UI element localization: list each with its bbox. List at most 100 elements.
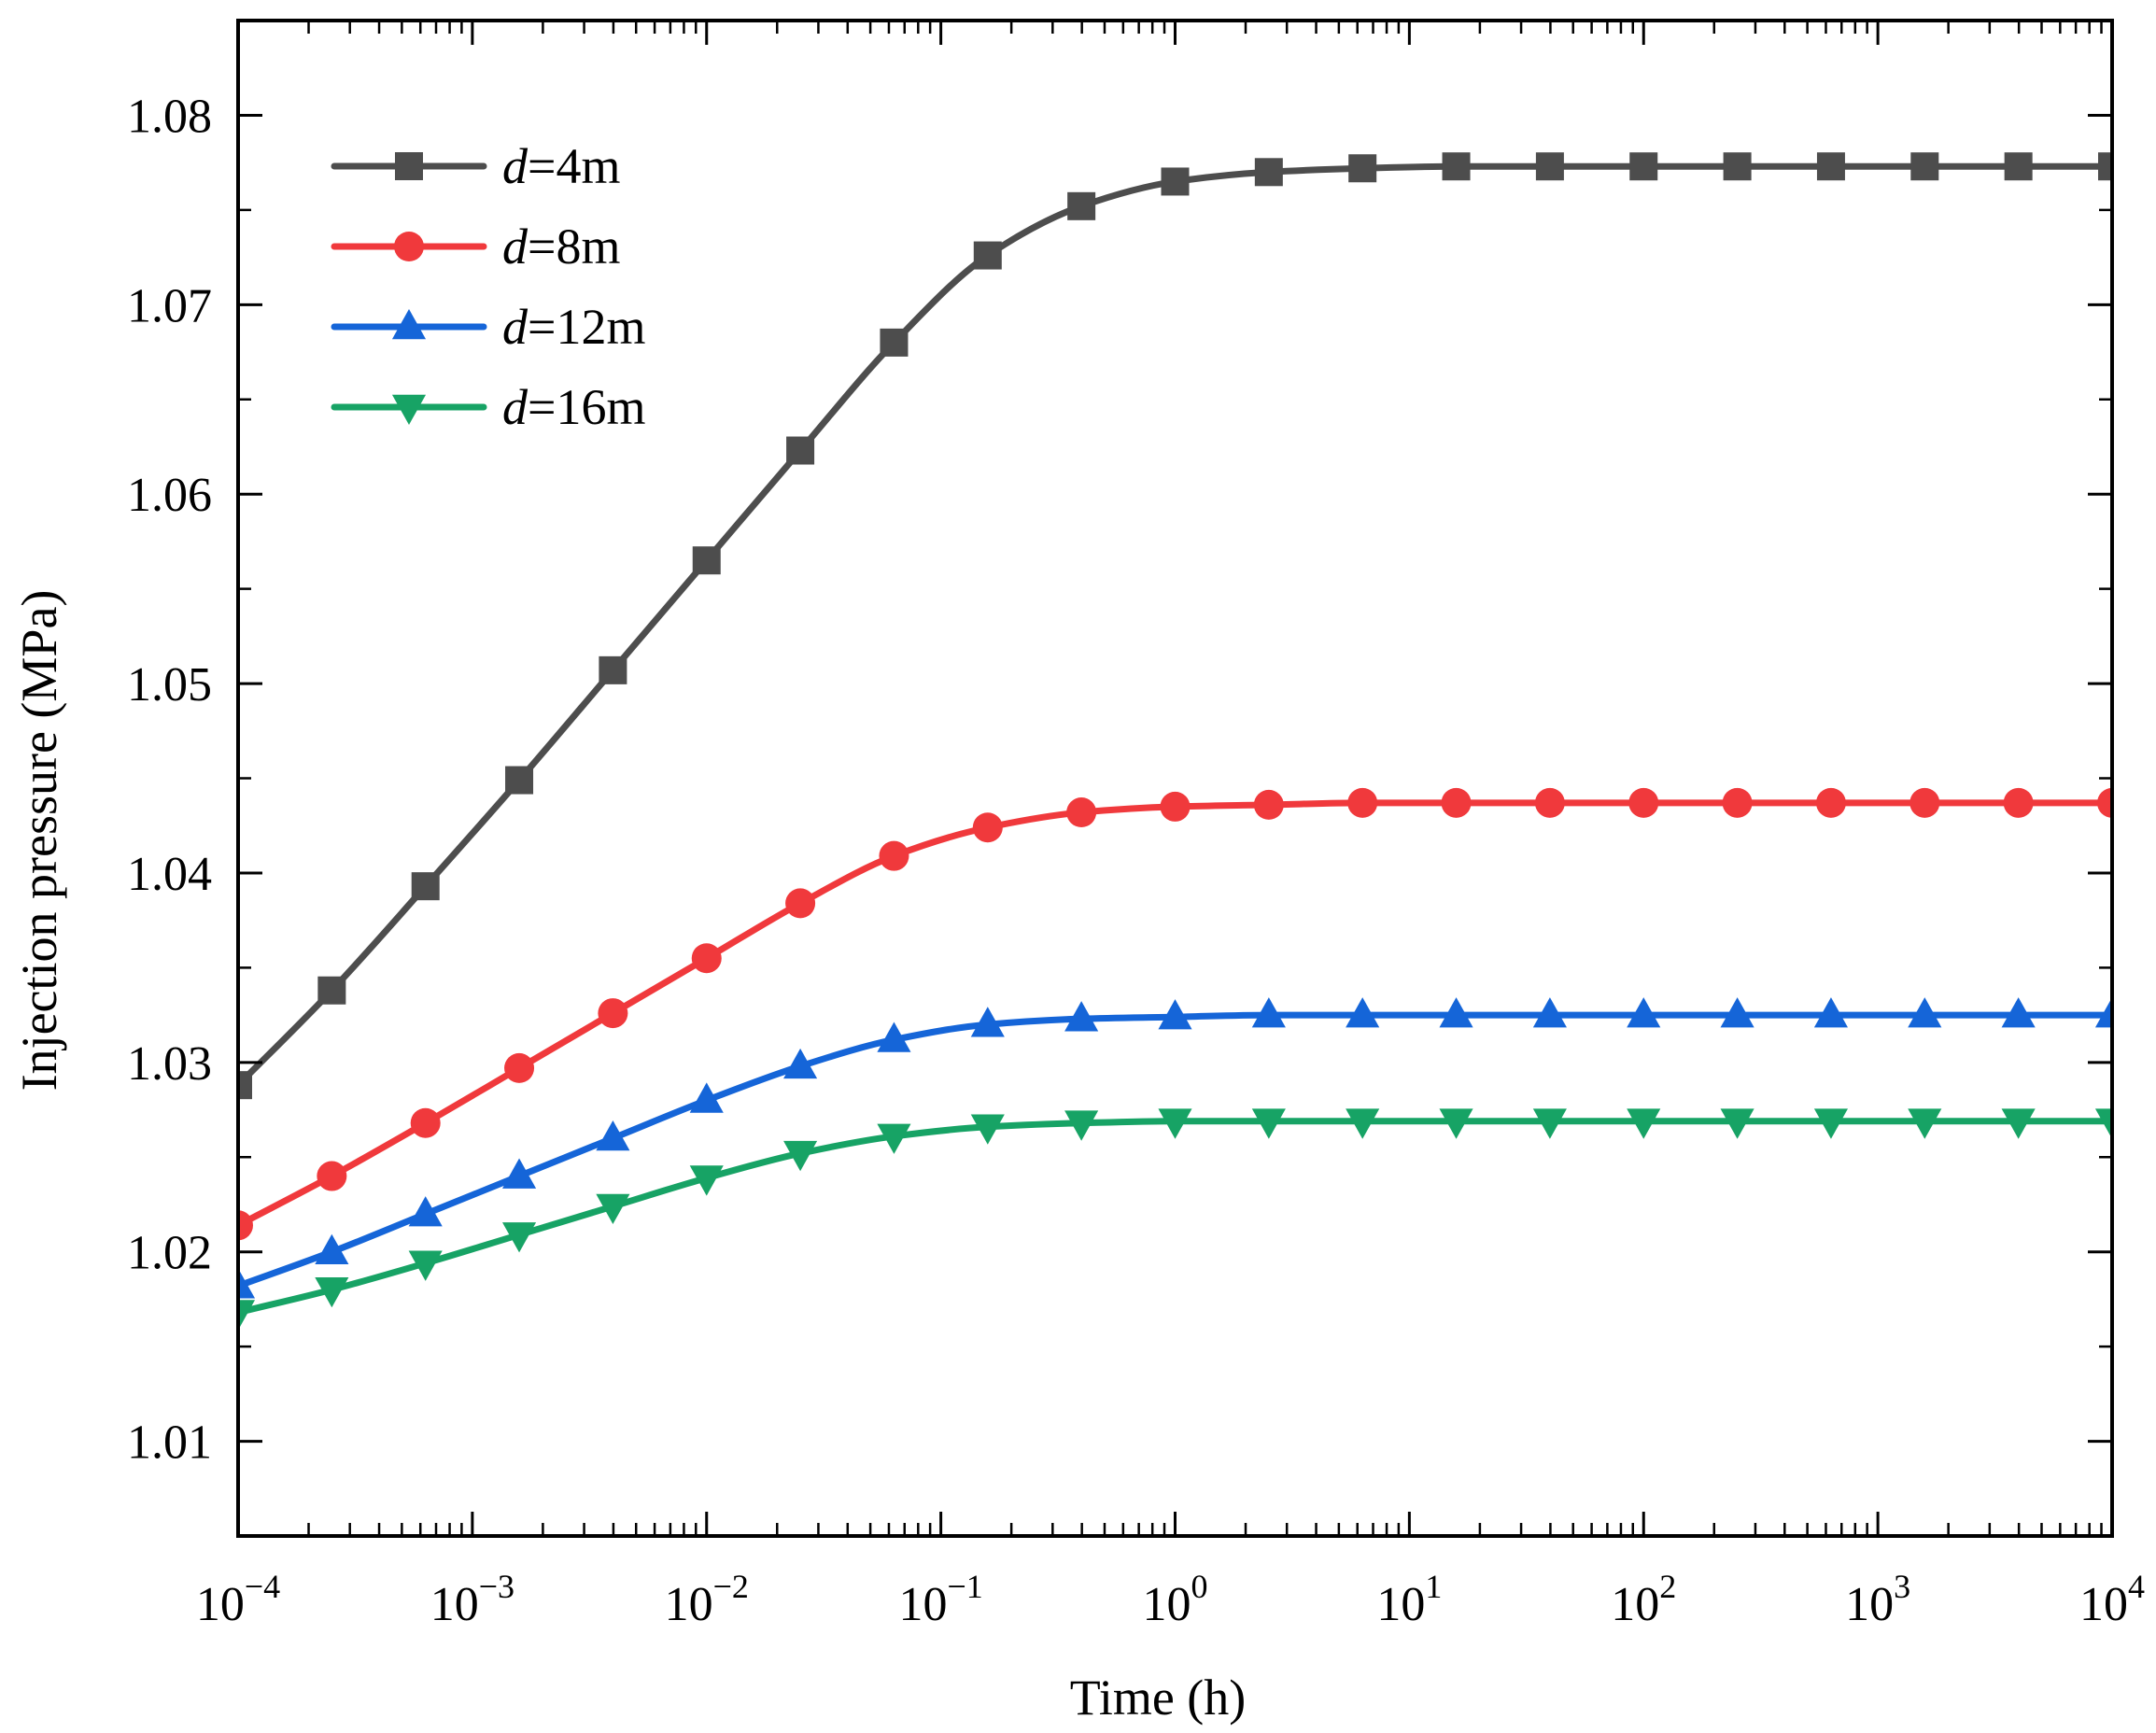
legend-label: d=12m — [502, 299, 645, 355]
x-tick-label: 10−3 — [430, 1568, 514, 1631]
data-point-s2-17 — [1722, 787, 1753, 818]
data-point-s4-13 — [1346, 1108, 1380, 1139]
data-point-s1-12 — [1254, 158, 1283, 187]
data-point-s1-11 — [1161, 167, 1190, 196]
legend-item-1: d=4m — [331, 138, 620, 194]
data-point-s4-10 — [1064, 1110, 1099, 1141]
data-point-s3-9 — [970, 1007, 1005, 1037]
data-point-s1-3 — [411, 872, 440, 901]
data-point-s1-18 — [1816, 152, 1845, 181]
y-axis-title: Injection pressure (MPa) — [11, 590, 67, 1092]
legend-label: d=8m — [502, 218, 620, 275]
series-3 — [238, 997, 2112, 1299]
data-point-s4-6 — [689, 1165, 724, 1196]
data-point-s2-12 — [1253, 789, 1284, 820]
y-tick-label: 1.01 — [127, 1416, 212, 1470]
data-point-s2-16 — [1628, 787, 1659, 818]
x-tick-label: 10−1 — [898, 1568, 982, 1631]
data-point-s4-21 — [2094, 1108, 2112, 1139]
data-point-s2-2 — [317, 1161, 347, 1191]
data-point-s1-15 — [1535, 152, 1564, 181]
data-point-s3-17 — [1720, 997, 1754, 1028]
data-point-s1-1 — [238, 1071, 252, 1100]
data-point-s3-16 — [1627, 997, 1661, 1028]
data-point-s1-14 — [1442, 152, 1471, 181]
y-tick-label: 1.04 — [127, 848, 212, 901]
x-tick-label: 101 — [1376, 1568, 1442, 1631]
data-point-s3-1 — [238, 1268, 256, 1299]
legend-label: d=4m — [502, 138, 620, 194]
data-point-s4-20 — [2001, 1108, 2036, 1139]
y-tick-label: 1.06 — [127, 469, 212, 522]
data-point-s3-13 — [1346, 997, 1380, 1028]
x-axis-title: Time (h) — [1070, 1670, 1247, 1726]
data-point-s1-7 — [786, 436, 815, 465]
legend-label: d=16m — [502, 379, 645, 435]
data-point-s1-8 — [880, 328, 909, 357]
data-point-s1-5 — [599, 655, 627, 684]
series-2 — [238, 787, 2112, 1241]
data-point-s1-21 — [2098, 152, 2112, 181]
data-point-s1-16 — [1629, 152, 1658, 181]
legend: d=4m d=8m d=12m d=16m — [331, 138, 645, 435]
data-point-s3-10 — [1064, 1001, 1099, 1032]
data-point-s1-9 — [973, 241, 1002, 270]
data-point-s4-17 — [1720, 1108, 1754, 1139]
data-point-s1-19 — [1910, 152, 1939, 181]
x-tick-label: 100 — [1143, 1568, 1208, 1631]
data-point-s2-7 — [785, 888, 816, 919]
data-point-s2-14 — [1441, 787, 1472, 818]
data-point-s4-1 — [238, 1300, 256, 1331]
legend-marker — [394, 232, 424, 261]
data-point-s2-19 — [1909, 787, 1940, 818]
data-point-s4-15 — [1532, 1108, 1567, 1139]
data-point-s3-2 — [315, 1233, 349, 1264]
data-point-s4-4 — [502, 1222, 537, 1253]
y-tick-label: 1.03 — [127, 1037, 212, 1091]
axes-layer: 10−4 10−3 10−2 10−1 100 101 102 103 104 1.01 1.02 1… — [127, 19, 2145, 1631]
data-point-s2-8 — [879, 840, 909, 871]
legend-marker — [395, 152, 423, 180]
data-point-s1-13 — [1348, 154, 1377, 183]
data-point-s2-18 — [1815, 787, 1846, 818]
data-point-s4-14 — [1439, 1108, 1473, 1139]
data-point-s2-9 — [972, 812, 1003, 843]
series-1 — [238, 152, 2112, 1100]
data-point-s2-3 — [410, 1107, 441, 1138]
data-point-s3-11 — [1158, 999, 1192, 1030]
data-point-s4-7 — [783, 1140, 818, 1172]
data-point-s4-19 — [1908, 1108, 1942, 1139]
data-point-s3-14 — [1439, 997, 1473, 1028]
data-point-s2-15 — [1534, 787, 1565, 818]
data-point-s3-21 — [2094, 997, 2112, 1028]
y-tick-label: 1.05 — [127, 658, 212, 712]
x-tick-label: 104 — [2079, 1568, 2145, 1631]
data-point-s2-6 — [691, 943, 722, 974]
data-point-s3-3 — [408, 1196, 443, 1227]
data-point-s3-12 — [1251, 997, 1286, 1028]
series-line-4 — [238, 1118, 2112, 1317]
series-layer — [238, 152, 2112, 1331]
x-tick-label: 10−2 — [665, 1568, 749, 1631]
data-point-s4-2 — [315, 1276, 349, 1308]
data-point-s3-7 — [783, 1048, 818, 1079]
x-tick-label: 102 — [1611, 1568, 1676, 1631]
data-point-s1-20 — [2004, 152, 2033, 181]
data-point-s1-17 — [1723, 152, 1752, 181]
y-tick-label: 1.02 — [127, 1227, 212, 1280]
data-point-s4-8 — [877, 1123, 911, 1154]
data-point-s2-5 — [598, 998, 628, 1029]
data-point-s2-10 — [1066, 797, 1097, 828]
legend-marker — [391, 394, 427, 425]
series-4 — [238, 1108, 2112, 1331]
data-point-s3-18 — [1813, 997, 1848, 1028]
data-point-s3-6 — [689, 1082, 724, 1113]
data-point-s1-4 — [505, 766, 534, 795]
data-point-s4-16 — [1627, 1108, 1661, 1139]
data-point-s1-2 — [317, 976, 346, 1005]
data-point-s3-4 — [502, 1158, 537, 1189]
y-tick-label: 1.07 — [127, 279, 212, 332]
data-point-s3-8 — [877, 1021, 911, 1052]
x-tick-label: 103 — [1845, 1568, 1910, 1631]
